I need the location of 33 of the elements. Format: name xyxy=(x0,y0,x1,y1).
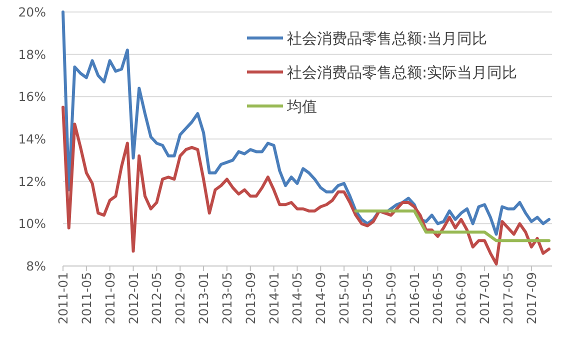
y-tick-label: 14% xyxy=(18,132,46,146)
x-tick-label: 2013-01 xyxy=(196,272,212,324)
x-tick-label: 2013-05 xyxy=(219,272,234,324)
x-tick-label: 2012-05 xyxy=(149,272,164,324)
x-tick-label: 2015-09 xyxy=(383,272,398,324)
x-tick-label: 2016-05 xyxy=(430,272,446,324)
x-tick-label: 2011-09 xyxy=(102,272,118,324)
x-tick-label: 2011-01 xyxy=(56,272,70,324)
legend-label: 社会消费品零售总额:实际当月同比 xyxy=(287,64,518,82)
y-tick-label: 12% xyxy=(18,174,46,189)
x-tick-label: 2015-01 xyxy=(336,272,352,324)
y-tick-label: 18% xyxy=(18,46,46,62)
x-tick-label: 2014-05 xyxy=(290,272,305,324)
legend-label: 社会消费品零售总额:当月同比 xyxy=(287,30,488,48)
x-tick-label: 2017-05 xyxy=(500,272,516,324)
x-tick-label: 2011-05 xyxy=(78,272,94,324)
y-tick-label: 16% xyxy=(18,89,46,104)
x-tick-label: 2013-09 xyxy=(242,272,258,324)
x-tick-label: 2017-09 xyxy=(524,272,539,324)
x-tick-label: 2014-09 xyxy=(313,272,328,324)
x-tick-label: 2015-05 xyxy=(360,272,375,324)
y-tick-label: 20% xyxy=(18,4,46,20)
x-tick-label: 2016-01 xyxy=(406,272,422,324)
x-tick-label: 2012-09 xyxy=(172,272,188,324)
x-tick-label: 2017-01 xyxy=(477,272,492,324)
line-series xyxy=(354,209,550,242)
line-series xyxy=(62,10,550,236)
x-tick-label: 2014-01 xyxy=(266,272,282,324)
y-tick-label: 8% xyxy=(26,258,46,274)
x-tick-label: 2016-09 xyxy=(454,272,469,324)
y-tick-label: 10% xyxy=(18,216,46,232)
legend-label: 均值 xyxy=(286,98,317,116)
x-tick-label: 2012-01 xyxy=(126,272,141,324)
